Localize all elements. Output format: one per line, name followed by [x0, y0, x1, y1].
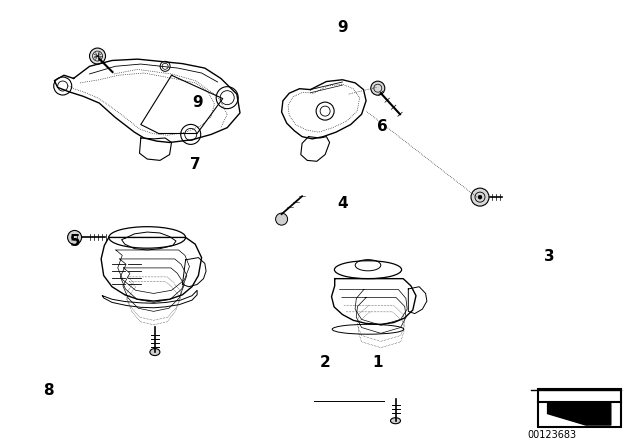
Circle shape	[90, 48, 106, 64]
Text: 4: 4	[337, 196, 348, 211]
Circle shape	[371, 81, 385, 95]
Text: 9: 9	[192, 95, 202, 110]
Text: 9: 9	[337, 20, 348, 35]
Circle shape	[68, 230, 82, 245]
Circle shape	[276, 213, 287, 225]
Ellipse shape	[390, 418, 401, 424]
Text: 6: 6	[378, 119, 388, 134]
Text: 7: 7	[190, 157, 200, 172]
Text: 1: 1	[372, 355, 383, 370]
Circle shape	[471, 188, 489, 206]
Text: 00123683: 00123683	[527, 430, 576, 439]
Circle shape	[478, 195, 482, 199]
Polygon shape	[548, 403, 611, 425]
Text: 5: 5	[70, 233, 81, 249]
Text: 3: 3	[544, 249, 554, 264]
Ellipse shape	[150, 349, 160, 356]
Text: 2: 2	[320, 355, 330, 370]
Text: 8: 8	[43, 383, 53, 398]
